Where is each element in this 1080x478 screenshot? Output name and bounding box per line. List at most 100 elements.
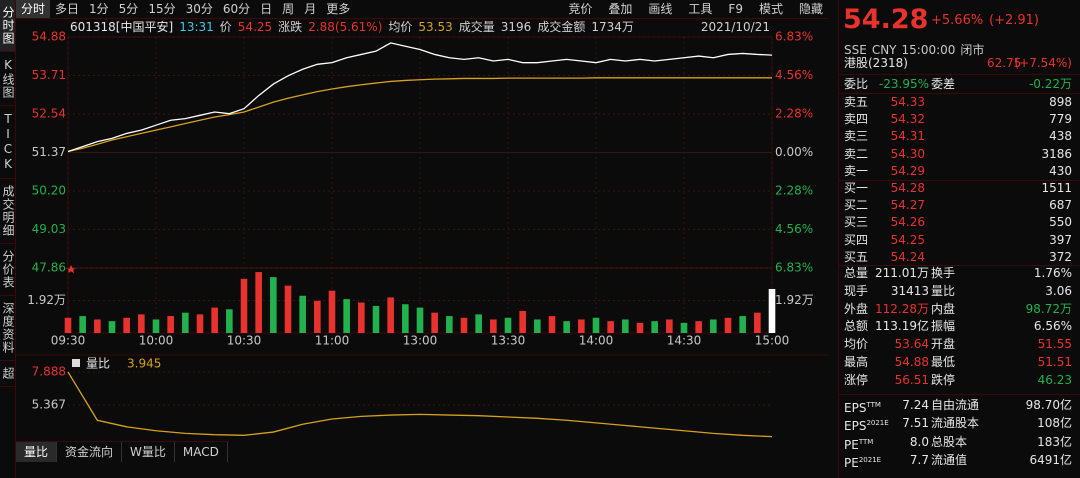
order-label: 买一 [844, 181, 869, 195]
stat-row: 总量 211.01万 换手 1.76% [839, 265, 1077, 282]
info-bar: 601318[中国平安] 13:31 价 54.25 涨跌 2.88(5.61%) 均价 53… [70, 19, 770, 35]
stat-label: 量比 [931, 283, 956, 298]
x-tick-label: 14:00 [579, 334, 614, 348]
info-vol: 3196 [500, 20, 532, 34]
volume-bar [138, 314, 145, 333]
side-tab[interactable]: K线图 [0, 52, 15, 106]
indicator-tabs: 量比 资金流向 W量比 MACD [16, 441, 228, 462]
meta-item: 闭市 [960, 43, 985, 57]
pct-tick-label: 4.56% [775, 68, 813, 82]
side-tab[interactable]: 分时图 [0, 0, 15, 52]
info-amount: 1734万 [591, 20, 634, 34]
period-tab[interactable]: 60分 [222, 2, 251, 16]
indicator-tab[interactable]: MACD [175, 442, 228, 462]
order-price: 54.27 [890, 198, 925, 213]
stat-label: 总额 [844, 319, 869, 334]
fund-sup: 2021E [858, 455, 882, 464]
separator [839, 180, 1080, 181]
info-change: 2.88(5.61%) [308, 20, 383, 34]
tool-button[interactable]: F9 [728, 2, 743, 16]
stat-value: 31413 [890, 283, 929, 298]
period-tab[interactable]: 多日 [55, 2, 80, 16]
stat-label: 最低 [931, 355, 956, 369]
stat-row: 最高 54.88 最低 51.51 [839, 354, 1077, 371]
period-tab[interactable]: 5分 [118, 2, 139, 16]
indicator-tab[interactable]: 量比 [16, 442, 58, 462]
side-tab[interactable]: 成交明细 [0, 179, 15, 244]
volume-bar [343, 299, 350, 333]
hk-price: 62.75 [987, 56, 1022, 70]
period-tab[interactable]: 30分 [185, 2, 213, 16]
volume-bar [460, 317, 468, 333]
volume-bar [270, 277, 277, 333]
stat-row: 均价 53.64 开盘 51.55 [839, 336, 1077, 353]
pct-tick-label: 2.28% [775, 184, 813, 198]
stat-value: 53.64 [894, 337, 929, 352]
stat-row: 总额 113.19亿 振幅 6.56% [839, 318, 1077, 335]
period-tab[interactable]: 1分 [89, 2, 109, 16]
order-row: 买二 54.27 687 [839, 197, 1077, 214]
x-tick-label: 13:00 [403, 334, 438, 348]
avg-line [67, 77, 772, 153]
volume-bar [314, 300, 321, 333]
volume-bar [695, 321, 702, 333]
pct-tick-label: 4.56% [775, 222, 813, 236]
side-tab[interactable]: 深度资料 [0, 296, 15, 361]
tool-button[interactable]: 工具 [688, 2, 713, 16]
stat-row: 外盘 112.28万 内盘 98.72万 [839, 301, 1077, 318]
period-tab[interactable]: 分时 [16, 0, 51, 18]
fund-label: PE2021E [844, 452, 881, 472]
fund-value: 7.51 [902, 416, 929, 431]
pct-tick-label: 2.28% [775, 107, 813, 121]
fund-label: 流通值 [931, 452, 968, 467]
stat-label: 换手 [931, 266, 956, 280]
separator [839, 74, 1080, 75]
volume-bar [651, 321, 658, 333]
tool-button[interactable]: 叠加 [608, 2, 633, 16]
fund-value: 8.0 [909, 434, 929, 449]
volume-bar [402, 304, 409, 333]
stat-value: 98.72万 [1025, 301, 1072, 316]
tool-button[interactable]: 竞价 [568, 2, 593, 16]
info-time: 13:31 [179, 20, 214, 34]
y-tick-label: 7.888 [32, 365, 66, 379]
order-row: 卖一 54.29 430 [839, 163, 1077, 180]
indicator-tab[interactable]: W量比 [122, 442, 175, 462]
stat-value: 3.06 [1045, 283, 1072, 298]
indicator-tab[interactable]: 资金流向 [57, 442, 123, 462]
period-tab[interactable]: 15分 [148, 2, 176, 16]
fund-value: 7.7 [909, 452, 929, 467]
fund-value: 108亿 [1037, 416, 1072, 431]
volume-bar [607, 321, 614, 333]
tool-button[interactable]: 隐藏 [798, 2, 823, 16]
volume-bar [548, 316, 556, 333]
side-tab[interactable]: TICK [0, 106, 15, 179]
period-tab[interactable]: 周 [282, 2, 295, 16]
tool-button[interactable]: 画线 [648, 2, 673, 16]
order-label: 卖一 [844, 163, 869, 178]
side-tab[interactable]: 超 [0, 361, 15, 387]
y-tick-label: 5.367 [32, 397, 66, 411]
y-tick-label: 53.71 [32, 68, 66, 82]
volume-bar [446, 316, 453, 333]
period-tab[interactable]: 月 [304, 2, 317, 16]
info-amount-label: 成交金额 [537, 20, 586, 34]
tool-button[interactable]: 模式 [758, 2, 783, 16]
period-tab[interactable]: 更多 [326, 2, 351, 16]
info-price-label: 价 [219, 20, 232, 34]
volume-bar [299, 295, 306, 333]
meta-item: SSE [844, 43, 867, 57]
order-label: 买五 [844, 249, 869, 264]
toolbar: 分时 多日 1分 5分 15分 30分 60分日周月更多 竞价 叠加 画线 工具 F9 模式 隐藏 [16, 0, 828, 19]
order-row: 买三 54.26 550 [839, 214, 1077, 231]
side-tab[interactable]: 分价表 [0, 244, 15, 296]
info-price: 54.25 [237, 20, 273, 34]
fund-value: 183亿 [1037, 434, 1072, 449]
volume-bar [64, 317, 72, 333]
y-tick-label: 54.88 [32, 30, 66, 44]
period-tab[interactable]: 日 [260, 2, 273, 16]
order-volume: 687 [1049, 198, 1072, 213]
stat-value: 6.56% [1033, 319, 1072, 334]
